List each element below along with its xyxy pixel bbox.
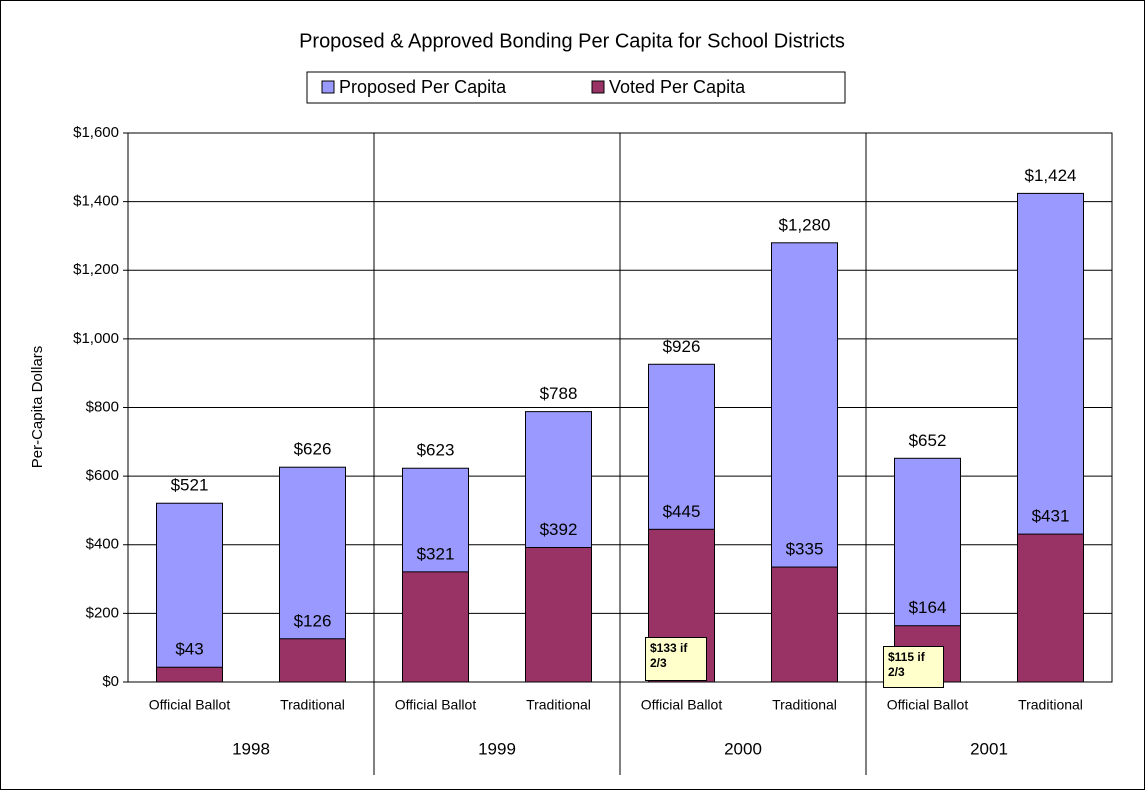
value-label: $1,424 [1025, 166, 1077, 185]
y-tick-label: $800 [86, 398, 119, 415]
y-tick-label: $1,400 [73, 193, 119, 210]
x-tick-label: Official Ballot [641, 697, 723, 713]
legend-box [306, 71, 846, 104]
x-tick-label: Traditional [526, 697, 591, 713]
value-label: $623 [417, 441, 455, 460]
y-axis-label: Per-Capita Dollars [29, 346, 46, 469]
chart-title: Proposed & Approved Bonding Per Capita f… [299, 30, 845, 52]
bar [156, 666, 223, 683]
value-label: $126 [294, 611, 332, 630]
x-tick-label: Official Ballot [887, 697, 969, 713]
bar [771, 566, 838, 683]
annotation: $133 if 2/3 [645, 637, 707, 681]
legend-label: Voted Per Capita [609, 77, 746, 97]
y-tick-label: $600 [86, 467, 119, 484]
legend-swatch [591, 80, 605, 94]
x-tick-label: Traditional [280, 697, 345, 713]
value-label: $335 [786, 540, 824, 559]
bar [1017, 533, 1084, 683]
value-label: $926 [663, 337, 701, 356]
y-tick-label: $1,000 [73, 330, 119, 347]
value-label: $392 [540, 520, 578, 539]
group-label: 1999 [478, 739, 516, 758]
value-label: $445 [663, 502, 701, 521]
x-tick-label: Official Ballot [395, 697, 477, 713]
y-tick-label: $1,600 [73, 124, 119, 141]
value-label: $521 [171, 476, 209, 495]
y-tick-label: $200 [86, 604, 119, 621]
value-label: $652 [909, 431, 947, 450]
bar [525, 546, 592, 683]
y-tick-label: $0 [102, 673, 119, 690]
value-label: $164 [909, 598, 947, 617]
x-tick-label: Traditional [1018, 697, 1083, 713]
group-label: 2000 [724, 739, 762, 758]
bar [402, 571, 469, 683]
group-label: 1998 [232, 739, 270, 758]
bar [279, 638, 346, 683]
value-label: $43 [175, 640, 203, 659]
value-label: $626 [294, 440, 332, 459]
value-label: $1,280 [779, 215, 831, 234]
annotation: $115 if 2/3 [883, 646, 944, 688]
value-label: $788 [540, 384, 578, 403]
value-label: $321 [417, 544, 455, 563]
x-tick-label: Traditional [772, 697, 837, 713]
group-label: 2001 [970, 739, 1008, 758]
bar [156, 502, 223, 683]
y-tick-label: $400 [86, 536, 119, 553]
x-tick-label: Official Ballot [149, 697, 231, 713]
y-tick-label: $1,200 [73, 261, 119, 278]
legend-swatch [321, 80, 335, 94]
value-label: $431 [1032, 507, 1070, 526]
legend-label: Proposed Per Capita [339, 77, 507, 97]
